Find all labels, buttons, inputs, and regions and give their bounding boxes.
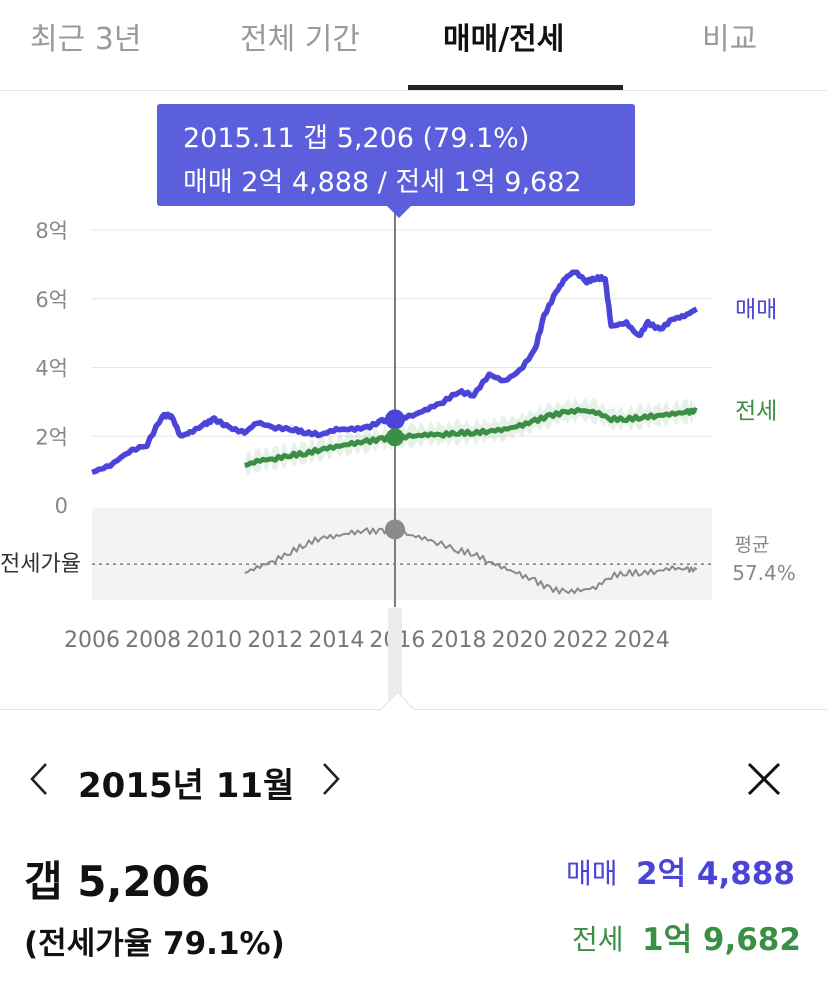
previous-month-button[interactable] — [18, 757, 62, 801]
active-tab-indicator — [408, 85, 623, 90]
y-tick-label: 8억 — [35, 219, 68, 243]
ratio-panel-background — [92, 508, 712, 600]
x-tick-label: 2008 — [125, 628, 181, 653]
y-tick-label: 0 — [55, 494, 68, 518]
x-tick-label: 2024 — [614, 628, 670, 653]
jeonse-price-label: 전세 — [572, 923, 624, 956]
jeonse-ratio: (전세가율 79.1%) — [24, 926, 285, 962]
gap-amount: 갭 5,206 — [24, 857, 211, 906]
ratio-average-value: 57.4% — [732, 561, 796, 585]
ratio-selected-point — [384, 519, 405, 540]
x-tick-label: 2012 — [247, 628, 303, 653]
tab-sale-jeonse[interactable]: 매매/전세 — [443, 22, 565, 57]
chevron-left-icon — [30, 763, 47, 795]
jeonse-series-line — [244, 406, 698, 468]
ratio-average-label: 평균 — [735, 534, 770, 556]
jeonse-price-value: 1억 9,682 — [642, 922, 801, 958]
period-tabs: 최근 3년 전체 기간 매매/전세 비교 — [0, 0, 827, 91]
jeonse-series-label: 전세 — [735, 398, 777, 424]
x-tick-label: 2022 — [553, 628, 609, 653]
y-tick-label: 2억 — [35, 425, 68, 449]
x-tick-label: 2014 — [308, 628, 364, 653]
close-icon — [747, 762, 781, 796]
x-tick-label: 2018 — [431, 628, 487, 653]
sale-series-label: 매매 — [735, 297, 777, 323]
tooltip-price-line: 매매 2억 4,888 / 전세 1억 9,682 — [183, 167, 582, 198]
sale-series-line — [91, 269, 698, 475]
x-tick-label: 2010 — [186, 628, 242, 653]
x-tick-label: 2020 — [492, 628, 548, 653]
sale-price-label: 매매 — [566, 857, 618, 890]
tooltip-gap-line: 2015.11 갭 5,206 (79.1%) — [183, 123, 530, 154]
chart-tooltip: 2015.11 갭 5,206 (79.1%) 매매 2억 4,888 / 전세… — [157, 104, 635, 218]
x-tick-label: 2006 — [64, 628, 120, 653]
chevron-right-icon — [323, 763, 340, 795]
ratio-series-line — [244, 525, 698, 595]
tab-compare[interactable]: 비교 — [702, 22, 758, 57]
tab-all-period[interactable]: 전체 기간 — [240, 22, 360, 57]
ratio-axis-label: 전세가율 — [0, 552, 81, 577]
selected-period: 2015년 11월 — [78, 766, 295, 806]
selection-track — [387, 608, 402, 708]
next-month-button[interactable] — [308, 757, 352, 801]
sale-selected-point — [384, 409, 405, 430]
close-button[interactable] — [742, 757, 786, 801]
tooltip-pointer — [385, 204, 413, 218]
price-chart[interactable]: 8억6억4억2억02006200820102012201420162018202… — [0, 91, 827, 711]
y-tick-label: 4억 — [35, 357, 68, 381]
sale-price-value: 2억 4,888 — [636, 856, 795, 892]
jeonse-selected-point — [385, 428, 404, 447]
y-tick-label: 6억 — [35, 288, 68, 312]
tab-recent-3-years[interactable]: 최근 3년 — [30, 22, 142, 57]
